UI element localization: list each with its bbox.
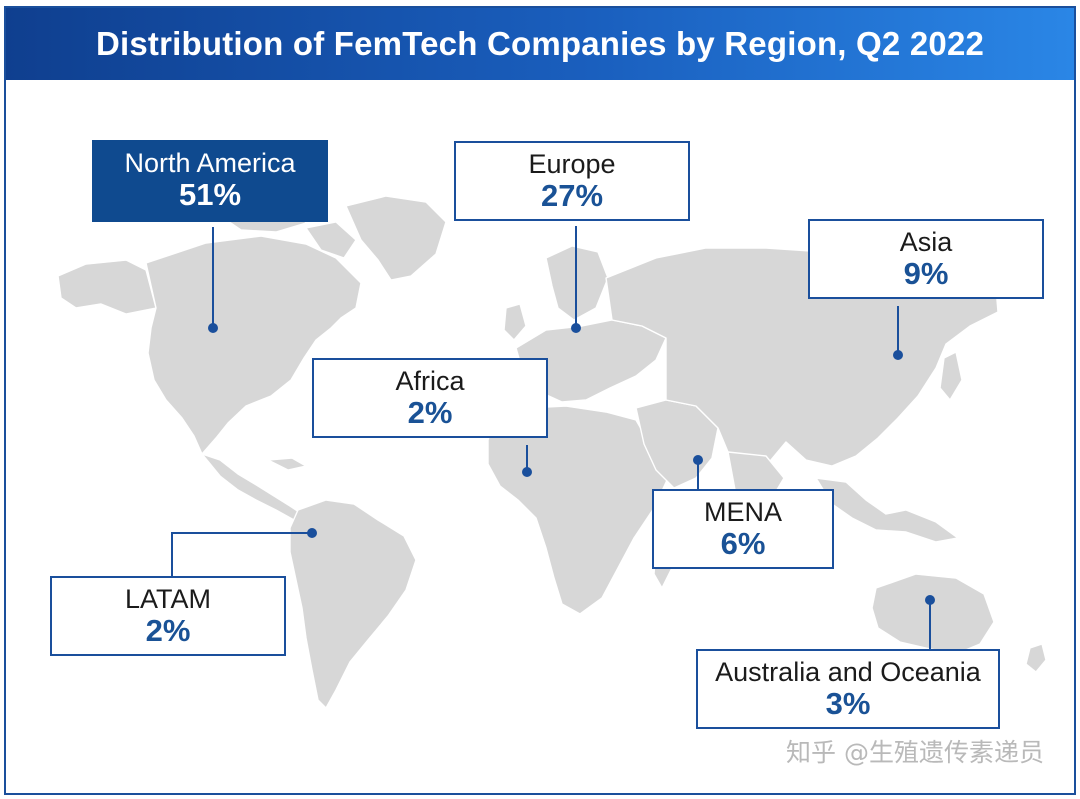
land-south-america xyxy=(289,499,417,709)
land-baffin xyxy=(305,221,357,259)
marker-mena xyxy=(693,455,703,465)
label-name: Asia xyxy=(899,227,953,257)
label-latam: LATAM 2% xyxy=(50,576,286,656)
marker-europe xyxy=(571,323,581,333)
land-africa xyxy=(487,405,669,615)
label-percent: 27% xyxy=(540,178,604,214)
infographic-frame: Distribution of FemTech Companies by Reg… xyxy=(4,6,1076,795)
label-name: North America xyxy=(124,148,296,178)
label-name: Europe xyxy=(528,149,616,179)
land-north-america xyxy=(145,235,362,455)
land-caribbean xyxy=(267,457,307,471)
leader-latam xyxy=(171,532,312,583)
label-europe: Europe 27% xyxy=(454,141,690,221)
label-percent: 6% xyxy=(720,526,766,562)
land-new-zealand xyxy=(1025,643,1047,673)
label-percent: 3% xyxy=(825,686,871,722)
land-southeast-asia xyxy=(815,477,959,543)
label-asia: Asia 9% xyxy=(808,219,1044,299)
land-uk xyxy=(503,303,527,341)
label-mena: MENA 6% xyxy=(652,489,834,569)
land-japan xyxy=(939,351,963,401)
label-name: MENA xyxy=(703,497,782,527)
page-title: Distribution of FemTech Companies by Reg… xyxy=(95,25,985,62)
marker-north-america xyxy=(208,323,218,333)
marker-oceania xyxy=(925,595,935,605)
label-oceania: Australia and Oceania 3% xyxy=(696,649,1000,729)
label-percent: 2% xyxy=(407,395,453,431)
label-name: Australia and Oceania xyxy=(715,657,981,687)
label-name: Africa xyxy=(395,366,465,396)
label-north-america: North America 51% xyxy=(92,140,328,222)
land-alaska xyxy=(57,259,157,315)
label-name: LATAM xyxy=(124,584,211,614)
land-australia xyxy=(871,573,995,655)
marker-latam xyxy=(307,528,317,538)
label-africa: Africa 2% xyxy=(312,358,548,438)
label-percent: 51% xyxy=(178,177,242,213)
title-bar: Distribution of FemTech Companies by Reg… xyxy=(6,8,1074,80)
label-percent: 9% xyxy=(903,256,949,292)
marker-africa xyxy=(522,467,532,477)
watermark: 知乎 @生殖遗传素递员 xyxy=(786,738,1044,767)
label-percent: 2% xyxy=(145,613,191,649)
land-greenland xyxy=(345,195,447,281)
marker-asia xyxy=(893,350,903,360)
